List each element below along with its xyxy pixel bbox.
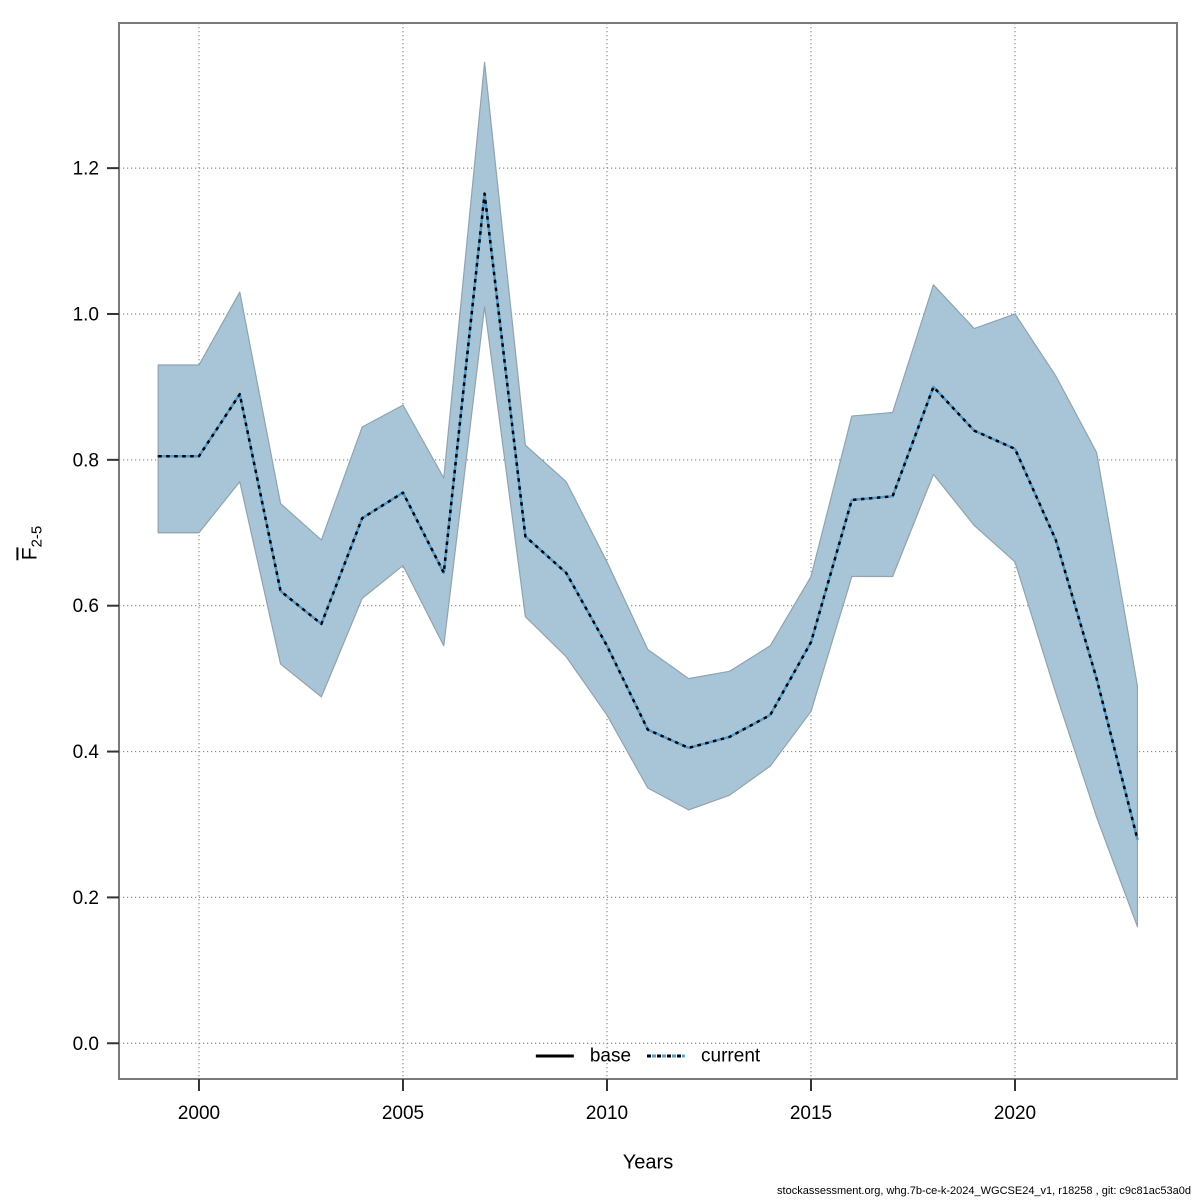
x-tick-label: 2000 bbox=[178, 1103, 220, 1124]
confidence-band bbox=[157, 61, 1139, 928]
y-axis-label-subscript: 2-5 bbox=[28, 525, 46, 548]
legend-label-base: base bbox=[589, 1045, 632, 1067]
y-axis-label: F2-5 bbox=[18, 526, 45, 561]
x-tick-label: 2005 bbox=[382, 1103, 424, 1124]
legend: base current bbox=[535, 1045, 761, 1067]
x-tick-label: 2010 bbox=[586, 1103, 628, 1124]
y-tick-label: 1.2 bbox=[73, 159, 99, 180]
legend-key-current-line bbox=[647, 1054, 686, 1058]
y-tick-label: 0.0 bbox=[73, 1034, 99, 1055]
x-tick-label: 2015 bbox=[790, 1103, 832, 1124]
footer-watermark: stockassessment.org, whg.7b-ce-k-2024_WG… bbox=[777, 1185, 1191, 1197]
y-tick-label: 0.6 bbox=[73, 596, 99, 617]
plot-frame bbox=[118, 22, 1178, 1080]
x-axis-label: Years bbox=[622, 1151, 674, 1174]
y-tick-label: 0.8 bbox=[73, 450, 99, 471]
y-tick-label: 1.0 bbox=[73, 304, 99, 325]
y-tick-label: 0.2 bbox=[73, 888, 99, 909]
x-tick-label: 2020 bbox=[994, 1103, 1036, 1124]
y-tick-label: 0.4 bbox=[73, 742, 100, 763]
legend-label-current: current bbox=[701, 1045, 761, 1067]
current-line-dashes bbox=[158, 192, 1139, 840]
legend-key-base-line bbox=[535, 1054, 574, 1058]
y-axis-label-fbar: F bbox=[18, 547, 42, 561]
